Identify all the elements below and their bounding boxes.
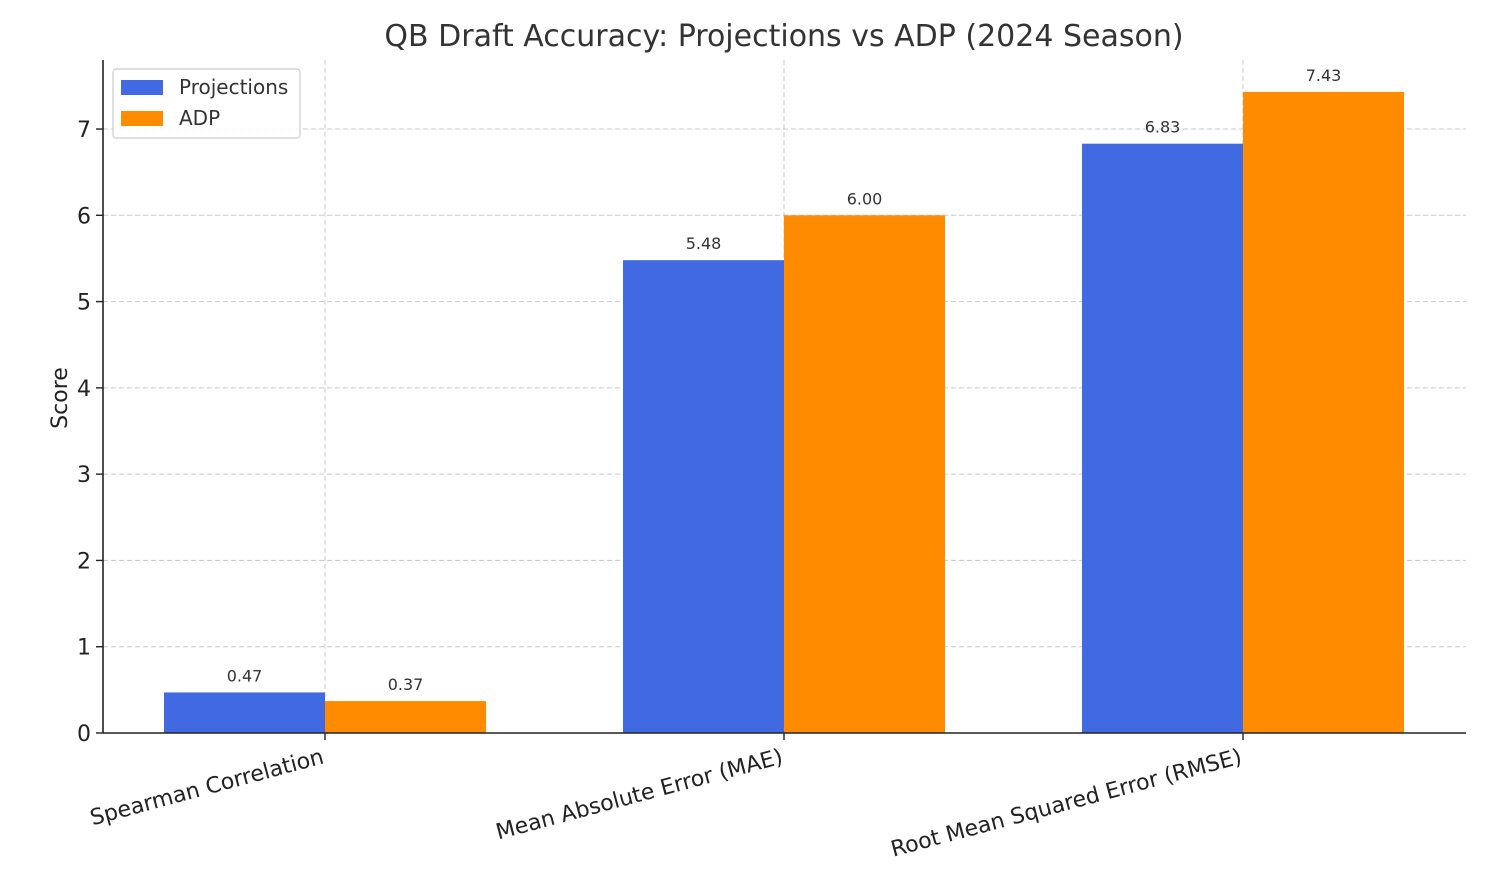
chart-title: QB Draft Accuracy: Projections vs ADP (2… bbox=[384, 19, 1183, 54]
x-tick-label: Root Mean Squared Error (RMSE) bbox=[888, 745, 1244, 863]
bar-adp-0 bbox=[325, 701, 486, 733]
bar-projections-0 bbox=[164, 692, 325, 733]
x-tick-label: Spearman Correlation bbox=[88, 745, 327, 831]
legend-swatch-adp bbox=[121, 111, 163, 126]
data-label-adp-0: 0.37 bbox=[388, 675, 424, 694]
data-label-projections-2: 6.83 bbox=[1145, 118, 1181, 137]
legend-swatch-projections bbox=[121, 80, 163, 95]
y-tick-label: 7 bbox=[77, 118, 91, 143]
data-labels: 0.47 5.48 6.83 0.37 6.00 7.43 bbox=[227, 66, 1342, 694]
y-ticks: 0 1 2 3 4 5 6 7 bbox=[77, 118, 103, 747]
y-tick-label: 1 bbox=[77, 636, 91, 661]
y-axis-label: Score bbox=[48, 367, 73, 429]
x-ticks: Spearman Correlation Mean Absolute Error … bbox=[88, 733, 1245, 863]
legend-label-adp: ADP bbox=[179, 106, 220, 130]
legend-label-projections: Projections bbox=[179, 75, 288, 99]
y-tick-label: 0 bbox=[77, 722, 91, 747]
bar-projections-2 bbox=[1082, 143, 1243, 733]
data-label-projections-1: 5.48 bbox=[686, 234, 722, 253]
y-tick-label: 4 bbox=[77, 377, 91, 402]
bar-adp-2 bbox=[1243, 91, 1404, 733]
data-label-adp-2: 7.43 bbox=[1306, 66, 1342, 85]
y-tick-label: 5 bbox=[77, 291, 91, 316]
bars bbox=[164, 91, 1404, 734]
legend: Projections ADP bbox=[112, 68, 301, 139]
bar-adp-1 bbox=[784, 215, 945, 734]
y-tick-label: 2 bbox=[77, 549, 91, 574]
bar-projections-1 bbox=[623, 260, 784, 733]
data-label-projections-0: 0.47 bbox=[227, 666, 263, 685]
y-tick-label: 3 bbox=[77, 463, 91, 488]
y-tick-label: 6 bbox=[77, 204, 91, 229]
x-tick-label: Mean Absolute Error (MAE) bbox=[493, 745, 785, 846]
data-label-adp-1: 6.00 bbox=[847, 189, 883, 208]
